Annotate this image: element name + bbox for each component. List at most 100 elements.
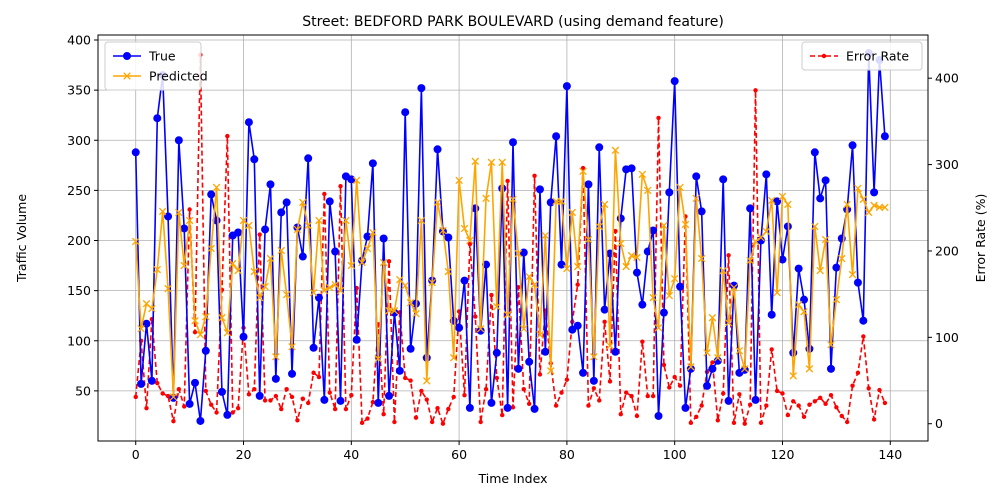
data-point bbox=[277, 208, 286, 217]
data-point bbox=[363, 232, 372, 241]
data-point bbox=[451, 394, 456, 400]
data-point bbox=[708, 364, 717, 373]
data-point bbox=[686, 364, 695, 373]
data-point bbox=[250, 155, 259, 164]
data-point bbox=[854, 184, 862, 193]
data-point bbox=[336, 396, 345, 405]
data-point bbox=[866, 386, 871, 391]
data-point bbox=[864, 208, 873, 217]
data-point bbox=[428, 278, 436, 287]
data-point bbox=[255, 391, 264, 400]
data-point bbox=[401, 281, 409, 290]
data-point bbox=[234, 228, 243, 237]
data-point bbox=[395, 366, 404, 375]
legend-label: Predicted bbox=[149, 69, 208, 84]
data-point bbox=[559, 390, 564, 395]
data-point bbox=[487, 398, 496, 407]
data-point bbox=[385, 306, 393, 315]
data-point bbox=[174, 136, 183, 145]
data-point bbox=[449, 354, 458, 362]
data-point bbox=[271, 374, 280, 383]
data-point bbox=[590, 353, 598, 361]
data-point bbox=[834, 405, 839, 410]
data-point bbox=[796, 403, 801, 408]
data-point bbox=[622, 262, 630, 271]
data-point bbox=[881, 203, 889, 212]
data-point bbox=[489, 292, 494, 298]
data-point bbox=[462, 393, 467, 398]
data-point bbox=[643, 247, 652, 256]
x-tick-label: 20 bbox=[236, 447, 252, 462]
data-point bbox=[818, 395, 823, 401]
data-point bbox=[670, 274, 679, 283]
data-point bbox=[284, 386, 289, 392]
series-layer bbox=[131, 49, 889, 426]
data-point bbox=[368, 159, 377, 168]
data-point bbox=[455, 323, 464, 332]
data-point bbox=[586, 403, 591, 408]
data-point bbox=[298, 252, 307, 261]
data-point bbox=[757, 233, 765, 242]
data-point bbox=[697, 207, 706, 216]
data-point bbox=[861, 334, 866, 339]
data-point bbox=[369, 228, 377, 237]
data-point bbox=[460, 276, 469, 285]
data-point bbox=[778, 192, 787, 201]
data-point bbox=[575, 282, 580, 287]
data-point bbox=[202, 312, 210, 321]
data-point bbox=[228, 259, 237, 268]
y-tick-label: 350 bbox=[67, 83, 91, 98]
data-point bbox=[729, 281, 738, 290]
data-point bbox=[525, 272, 533, 281]
data-point bbox=[492, 348, 501, 357]
data-point bbox=[160, 391, 165, 396]
data-point bbox=[315, 216, 323, 225]
data-point bbox=[535, 185, 544, 194]
data-point bbox=[611, 146, 620, 155]
data-point bbox=[568, 208, 577, 217]
data-point bbox=[740, 365, 749, 373]
data-point bbox=[726, 253, 731, 258]
data-point bbox=[810, 148, 819, 157]
data-point bbox=[731, 420, 737, 426]
data-point bbox=[629, 393, 634, 399]
data-point bbox=[131, 237, 140, 246]
data-point bbox=[483, 386, 489, 392]
data-point bbox=[429, 419, 435, 425]
y-tick-label: 400 bbox=[67, 33, 91, 48]
data-point bbox=[850, 383, 855, 388]
data-point bbox=[218, 313, 226, 322]
data-point bbox=[746, 256, 754, 265]
data-point bbox=[602, 319, 607, 324]
data-point bbox=[720, 391, 726, 396]
data-point bbox=[473, 314, 478, 319]
data-point bbox=[250, 267, 259, 276]
data-point bbox=[494, 375, 500, 381]
data-point bbox=[634, 413, 640, 419]
data-point bbox=[661, 362, 667, 368]
data-point bbox=[676, 183, 684, 192]
data-point bbox=[654, 411, 663, 420]
data-point bbox=[638, 300, 647, 309]
data-point bbox=[805, 365, 814, 373]
data-point bbox=[433, 198, 442, 207]
data-point bbox=[266, 254, 275, 263]
data-point bbox=[304, 154, 313, 163]
y-axis-title: Traffic Volume bbox=[14, 194, 29, 283]
data-point bbox=[877, 387, 882, 393]
data-point bbox=[600, 305, 609, 314]
data-point bbox=[778, 255, 787, 264]
data-point bbox=[613, 228, 618, 234]
data-point bbox=[406, 344, 415, 353]
data-point bbox=[821, 235, 830, 244]
data-point bbox=[509, 138, 517, 147]
data-point bbox=[223, 328, 232, 337]
series-predicted bbox=[131, 146, 889, 401]
data-point bbox=[282, 198, 291, 207]
data-point bbox=[403, 375, 408, 381]
data-point bbox=[352, 176, 361, 185]
data-point bbox=[191, 378, 200, 387]
data-point bbox=[687, 363, 695, 371]
data-point bbox=[746, 204, 755, 213]
